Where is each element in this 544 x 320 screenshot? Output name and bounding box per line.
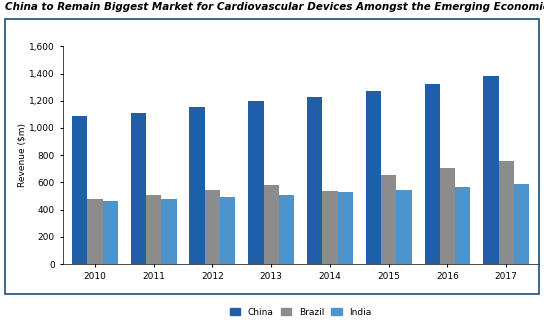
Bar xyxy=(131,113,146,264)
Y-axis label: Revenue ($m): Revenue ($m) xyxy=(17,123,27,187)
Bar xyxy=(205,190,220,264)
Bar xyxy=(455,187,471,264)
Bar xyxy=(72,116,87,264)
Bar xyxy=(146,195,161,264)
Bar xyxy=(499,161,514,264)
Bar xyxy=(338,192,353,264)
Bar xyxy=(424,84,440,264)
Bar xyxy=(161,199,177,264)
Text: Cardiovascular Devices Market, Emerging Countries, Revenue ($m), 2010–2017: Cardiovascular Devices Market, Emerging … xyxy=(11,28,355,37)
Bar xyxy=(483,76,499,264)
Bar xyxy=(263,185,279,264)
Bar xyxy=(87,199,102,264)
Bar xyxy=(397,190,412,264)
Text: China to Remain Biggest Market for Cardiovascular Devices Amongst the Emerging E: China to Remain Biggest Market for Cardi… xyxy=(5,2,544,12)
Bar xyxy=(189,107,205,264)
Bar xyxy=(366,91,381,264)
Bar xyxy=(220,197,236,264)
Bar xyxy=(102,202,118,264)
Bar xyxy=(322,191,338,264)
Bar xyxy=(307,97,322,264)
Legend: China, Brazil, India: China, Brazil, India xyxy=(226,304,375,320)
Bar xyxy=(279,195,294,264)
Bar xyxy=(440,168,455,264)
Bar xyxy=(248,101,263,264)
Bar xyxy=(381,175,397,264)
Bar xyxy=(514,184,529,264)
